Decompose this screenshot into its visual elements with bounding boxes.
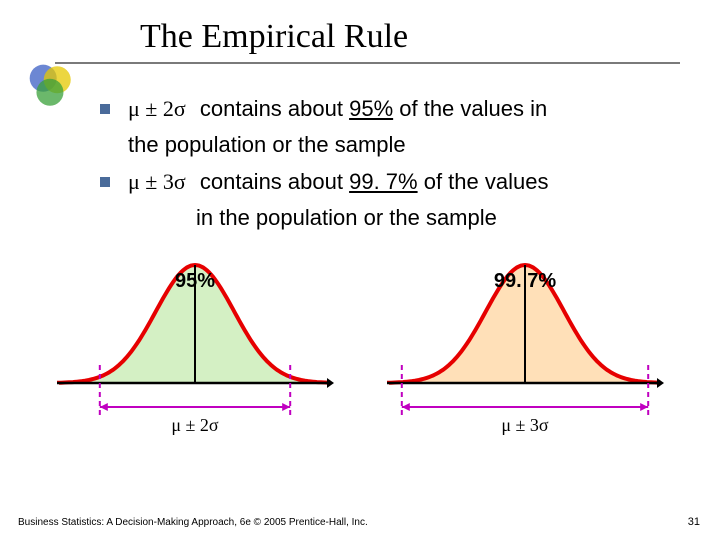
chart-left-pct: 95% [55, 270, 335, 293]
bullet-1-text-a: contains about [200, 96, 349, 121]
formula-2: μ ± 3σ [128, 169, 186, 194]
chart-right: 99. 7% μ ± 3σ [385, 253, 665, 436]
footer-text: Business Statistics: A Decision-Making A… [18, 517, 368, 528]
formula-1: μ ± 2σ [128, 96, 186, 121]
content-area: μ ± 2σ contains about 95% of the values … [0, 64, 720, 233]
bullet-2-text-a: contains about [200, 169, 349, 194]
chart-right-pct: 99. 7% [385, 270, 665, 293]
chart-left: 95% μ ± 2σ [55, 253, 335, 436]
page-title: The Empirical Rule [140, 18, 408, 56]
bullet-1-pct: 95% [349, 96, 393, 121]
bullet-1-text-b: of the values in [393, 96, 547, 121]
bullet-2-line2: in the population or the sample [100, 203, 680, 233]
page-number: 31 [688, 516, 700, 528]
bullet-1-line2: the population or the sample [100, 130, 680, 160]
bullet-2: μ ± 3σ contains about 99. 7% of the valu… [100, 167, 680, 197]
bullet-1: μ ± 2σ contains about 95% of the values … [100, 94, 680, 124]
bullet-2-pct: 99. 7% [349, 169, 418, 194]
slide-logo [25, 60, 77, 117]
bullet-icon [100, 177, 110, 187]
bullet-2-text-b: of the values [418, 169, 549, 194]
charts-row: 95% μ ± 2σ 99. 7% μ ± 3σ [0, 233, 720, 436]
bullet-icon [100, 104, 110, 114]
